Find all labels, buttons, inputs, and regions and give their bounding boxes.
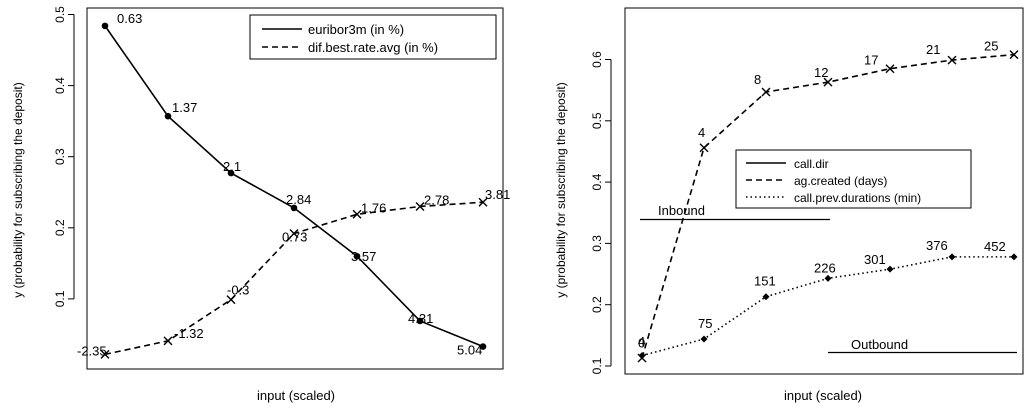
right-series-1-data-label: 8 (754, 72, 761, 87)
right-legend: call.dir ag.created (days) call.prev.dur… (735, 149, 972, 209)
right-x-axis-label: input (scaled) (784, 388, 862, 403)
left-y-axis: 0.1 0.2 0.3 0.4 0.5 (53, 6, 75, 307)
left-series-1-point (163, 336, 173, 346)
right-series-1-point (885, 64, 895, 74)
right-y-tick-label: 0.5 (590, 112, 604, 129)
left-y-tick-label: 0.2 (53, 219, 67, 236)
left-series-1-point (226, 295, 236, 305)
right-y-tick-label: 0.3 (590, 235, 604, 252)
right-series-1-point (1009, 50, 1019, 60)
left-series-0-point (479, 343, 487, 350)
right-y-axis: 0.1 0.2 0.3 0.4 0.5 0.6 (590, 51, 612, 374)
right-series-1-data-label: 4 (698, 125, 705, 140)
right-series-2-point (824, 274, 832, 282)
right-series-1-data-label: 4 (638, 334, 645, 349)
left-x-axis-label: input (scaled) (257, 388, 335, 403)
right-series-2-point (700, 335, 708, 343)
right-series-1-data-label: 21 (926, 42, 940, 57)
right-series-2-data-label: 151 (754, 274, 776, 289)
left-series-1-data-label: -0.3 (227, 283, 249, 298)
left-series-layer: 0.63 1.37 2.1 2.84 3.57 4.31 5.04 -2.35 -1.32 -0.… (77, 11, 510, 359)
left-series-1-point (289, 228, 299, 238)
right-series-1-point (823, 77, 833, 87)
left-series-0-point (416, 317, 424, 325)
outbound-label: Outbound (851, 337, 908, 352)
left-y-tick-label: 0.3 (53, 148, 67, 165)
right-series-2-data-label: 226 (814, 260, 836, 275)
right-series-2-data-label: 452 (984, 239, 1006, 254)
left-legend: euribor3m (in %) dif.best.rate.avg (in %… (249, 14, 497, 60)
right-series-1-point (947, 55, 957, 65)
right-series-1-data-label: 25 (984, 39, 998, 54)
right-series-1-point (699, 143, 709, 153)
left-y-tick-label: 0.1 (53, 290, 67, 307)
left-series-0-line (104, 25, 484, 348)
left-series-0-point (227, 169, 235, 177)
left-series-1-data-label: -2.35 (77, 343, 107, 358)
left-chart: 0.1 0.2 0.3 0.4 0.5 input (scaled) y (probab… (11, 6, 510, 403)
left-series-0-data-label: 1.37 (172, 100, 197, 115)
right-series-1-data-label: 17 (864, 53, 878, 68)
right-legend-label-2: call.prev.durations (min) (794, 191, 921, 205)
right-series-2-point (638, 352, 646, 360)
left-series-0-point (164, 112, 172, 120)
right-series-1-data-label: 12 (814, 65, 828, 80)
right-series-2-data-label: 376 (926, 238, 948, 253)
right-segments: Inbound Outbound (640, 203, 1017, 354)
left-legend-box (249, 14, 497, 60)
left-series-0-data-label: 0.63 (117, 11, 142, 26)
left-y-axis-label: y (probability for subscribing the depos… (11, 82, 25, 297)
left-series-0-data-label: 2.1 (223, 159, 241, 174)
left-series-1-data-label: 3.81 (485, 187, 510, 202)
left-series-1-line (104, 201, 484, 356)
left-series-1-point (100, 349, 110, 359)
right-series-2-point (1010, 253, 1018, 261)
left-y-tick-label: 0.4 (53, 77, 67, 94)
left-series-1-point (478, 197, 488, 207)
right-y-tick-label: 0.1 (590, 357, 604, 374)
right-y-axis-label: y (probability for subscribing the depos… (554, 82, 568, 297)
right-series-1-point (761, 87, 771, 97)
left-series-1-data-label: 1.76 (361, 200, 386, 215)
right-series-2-point (948, 253, 956, 261)
left-series-0-data-label: 5.04 (457, 343, 482, 358)
left-series-0-data-label: 3.57 (351, 249, 376, 264)
inbound-label: Inbound (658, 203, 705, 218)
left-series-0-point (353, 252, 361, 260)
left-series-0-point (101, 22, 109, 30)
left-series-1-data-label: 0.73 (282, 229, 307, 244)
right-series-2-data-label: 301 (864, 252, 886, 267)
left-y-tick-label: 0.5 (53, 6, 67, 23)
right-y-tick-label: 0.4 (590, 173, 604, 190)
left-series-0-data-label: 4.31 (408, 311, 433, 326)
right-chart: 0.1 0.2 0.3 0.4 0.5 0.6 input (scaled) y (pro… (554, 7, 1024, 403)
right-series-2-data-label: 0 (638, 336, 645, 351)
left-legend-label-0: euribor3m (in %) (308, 22, 404, 37)
left-series-1-data-label: 2.78 (424, 192, 449, 207)
right-y-tick-label: 0.2 (590, 296, 604, 313)
left-series-0-data-label: 2.84 (286, 192, 311, 207)
left-legend-label-1: dif.best.rate.avg (in %) (308, 40, 438, 55)
right-legend-label-0: call.dir (794, 157, 829, 171)
right-y-tick-label: 0.6 (590, 51, 604, 68)
left-series-1-data-label: -1.32 (174, 326, 204, 341)
left-plot-frame (86, 7, 504, 370)
left-series-1-point (352, 209, 362, 219)
right-series-layer: 4 4 8 12 17 21 25 0 75 151 226 301 376 452 (637, 39, 1019, 363)
left-series-1-point (415, 201, 425, 211)
right-plot-frame (624, 7, 1024, 375)
right-series-2-point (762, 293, 770, 301)
right-series-2-point (886, 265, 894, 273)
right-legend-box (735, 149, 972, 209)
right-legend-label-1: ag.created (days) (794, 174, 887, 188)
right-series-2-data-label: 75 (698, 316, 712, 331)
left-series-0-point (290, 204, 298, 212)
